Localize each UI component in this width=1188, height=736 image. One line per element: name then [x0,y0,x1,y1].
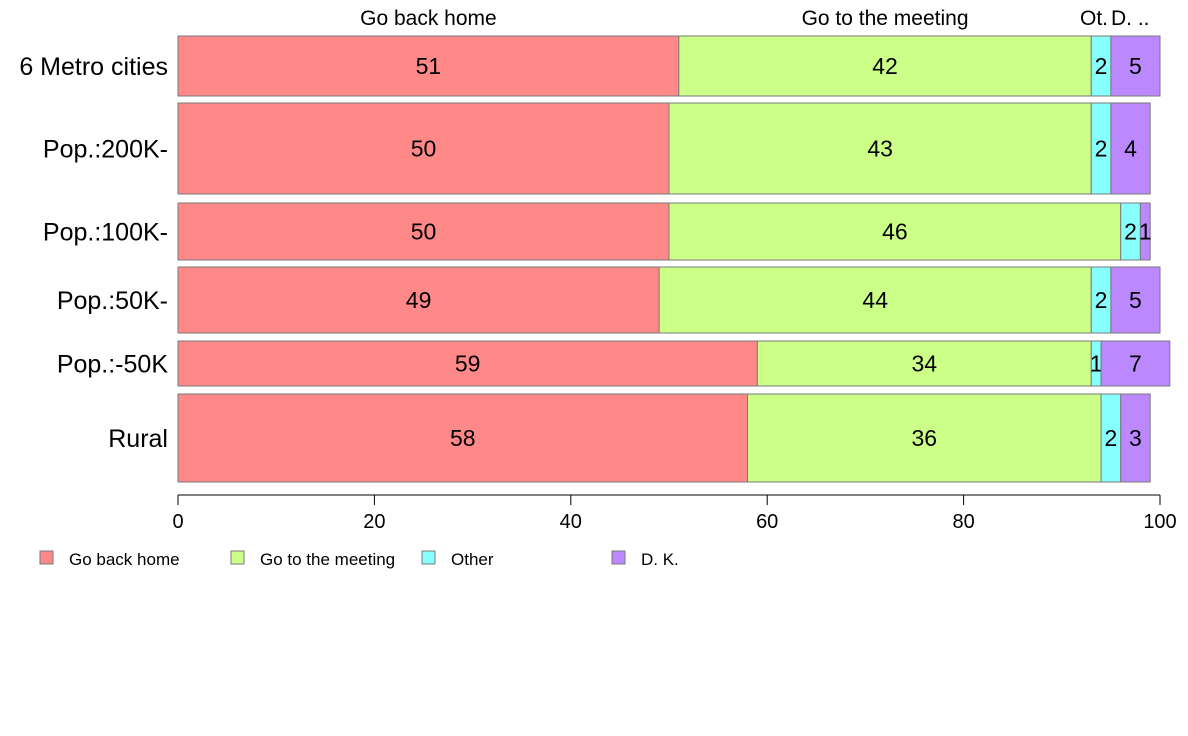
legend-swatch [611,550,626,565]
x-tick-label: 80 [952,511,974,533]
x-tick-label: 100 [1143,511,1176,533]
row-labels: 6 Metro cities Pop.:200K- Pop.:100K- Pop.:5… [19,53,168,453]
bar-value-label: 50 [411,136,437,162]
row-label: 6 Metro cities [19,53,168,81]
bar-value-label: 34 [912,351,938,377]
legend-swatch [230,550,245,565]
bar-segment [177,202,670,261]
bars: 51 42 2 550 43 2 450 46 2 149 44 2 559 34 1 758 36 2 3 [177,35,1171,483]
legend-label: Go back home [69,550,180,569]
legend-label: Other [451,550,494,569]
x-tick-label: 20 [363,511,385,533]
bar-value-label: 36 [912,425,938,451]
legend-label: Go to the meeting [260,550,395,569]
bar-value-label: 2 [1124,219,1137,245]
x-tick-label: 40 [560,511,582,533]
bar-value-label: 1 [1139,219,1152,245]
bar-value-label: 58 [450,425,476,451]
bar-value-label: 2 [1095,136,1108,162]
top-label: Ot. [1080,7,1108,30]
bar-value-label: 42 [872,53,898,79]
top-label: Go to the meeting [802,7,969,30]
bar-value-label: 50 [411,219,437,245]
bar-value-label: 2 [1095,287,1108,313]
bar-value-label: 49 [406,287,432,313]
legend-swatch [421,550,436,565]
bar-value-label: 2 [1105,425,1118,451]
bar-segment [177,393,749,483]
bar-segment [1110,266,1161,334]
row-label: Pop.:100K- [43,219,168,247]
bar-value-label: 1 [1090,351,1103,377]
bar-segment [177,102,670,195]
bar-segment [668,102,1092,195]
bar-segment [1110,102,1151,195]
bar-value-label: 46 [882,219,908,245]
legend-swatch [39,550,54,565]
bar-segment [177,35,680,97]
bar-value-label: 44 [862,287,888,313]
bar-segment [1139,202,1151,261]
bar-segment [177,340,758,387]
bar-segment [747,393,1102,483]
bar-value-label: 5 [1129,287,1142,313]
bar-segment [177,266,660,334]
bar-segment [1120,393,1151,483]
bar-value-label: 3 [1129,425,1142,451]
bar-segment [1110,35,1161,97]
x-tick-label: 60 [756,511,778,533]
bar-value-label: 5 [1129,53,1142,79]
row-label: Rural [108,425,168,453]
bar-value-label: 2 [1095,53,1108,79]
row-label: Pop.:200K- [43,136,168,164]
legend: Go back home Go to the meeting Other D. K. [39,550,679,569]
bar-segment [658,266,1092,334]
x-tick-label: 0 [172,511,183,533]
bar-segment [668,202,1122,261]
top-category-labels: Go back home Go to the meeting Ot. D. .. [360,7,1149,30]
x-axis: 0 20 40 60 80 100 [172,494,1177,533]
bar-segment [1100,340,1171,387]
bar-value-label: 43 [867,136,893,162]
bar-segment [756,340,1092,387]
top-label: Go back home [360,7,497,30]
bar-value-label: 7 [1129,351,1142,377]
bar-value-label: 51 [416,53,442,79]
row-label: Pop.:-50K [57,351,169,379]
top-label: D. .. [1111,7,1150,30]
bar-segment [678,35,1092,97]
bar-value-label: 59 [455,351,481,377]
bar-value-label: 4 [1124,136,1137,162]
legend-label: D. K. [641,550,679,569]
row-label: Pop.:50K- [57,287,168,315]
